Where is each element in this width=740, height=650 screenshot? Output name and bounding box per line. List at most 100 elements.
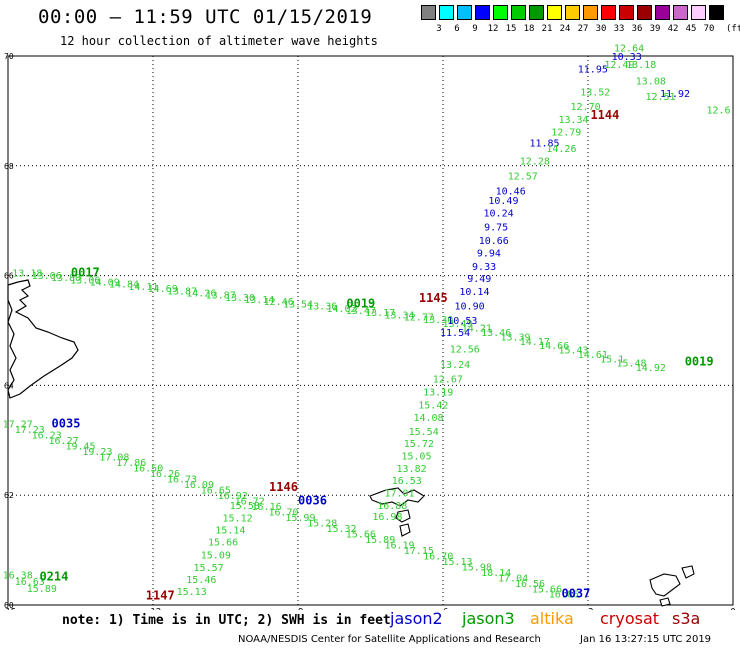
wave-height-value: 13.30 xyxy=(225,293,255,304)
axis-ticks: -15 -12 -9 -6 -3 0 60 62 64 66 68 70 xyxy=(0,52,736,610)
wave-height-value: 17.01 xyxy=(384,488,414,499)
legend-swatch xyxy=(673,5,688,20)
satellite-name: jason3 xyxy=(462,609,515,628)
footer-credit: NOAA/NESDIS Center for Satellite Applica… xyxy=(238,634,541,645)
wave-height-value: 15.05 xyxy=(401,452,431,463)
wave-height-value: 16.38 xyxy=(3,571,33,582)
wave-height-value: 15.32 xyxy=(326,524,356,535)
wave-height-value: 16.63 xyxy=(15,577,45,588)
coastlines xyxy=(7,279,695,607)
legend-swatch xyxy=(583,5,598,20)
wave-height-value: 13.87 xyxy=(167,286,197,297)
y-tick-label: 68 xyxy=(4,162,14,171)
wave-height-value: 10.33 xyxy=(612,52,642,63)
wave-height-value: 16.56 xyxy=(515,579,545,590)
wave-height-value: 14.26 xyxy=(546,144,576,155)
wave-height-value: 15.42 xyxy=(418,400,448,411)
legend-label: 70 xyxy=(703,24,715,34)
wave-height-value: 13.36 xyxy=(307,302,337,313)
wave-height-value: 15.13 xyxy=(442,557,472,568)
wave-height-value: 17.86 xyxy=(116,458,146,469)
pass-time-label: 1147 xyxy=(146,589,175,603)
wave-height-value: 14.92 xyxy=(636,363,666,374)
wave-height-value: 10.53 xyxy=(447,316,477,327)
wave-height-value: 15.14 xyxy=(215,526,245,537)
wave-height-value: 14.17 xyxy=(520,337,550,348)
wave-height-value: 16.65 xyxy=(201,486,231,497)
pass-time-label: 0017 xyxy=(71,266,100,280)
legend-swatch xyxy=(529,5,544,20)
wave-height-value: 14.02 xyxy=(326,304,356,315)
wave-height-value: 16.70 xyxy=(423,551,453,562)
y-tick-label: 60 xyxy=(4,601,14,610)
wave-height-value: 13.82 xyxy=(397,464,427,475)
wave-height-value: 13.14 xyxy=(244,295,274,306)
satellite-name: s3a xyxy=(672,609,701,628)
wave-height-value: 14.09 xyxy=(90,277,120,288)
wave-height-value: 16.19 xyxy=(384,540,414,551)
legend-label: 9 xyxy=(472,24,478,34)
wave-height-value: 15.54 xyxy=(409,427,439,438)
wave-height-value: 9.49 xyxy=(467,274,491,285)
wave-height-value: 12.77 xyxy=(404,313,434,324)
wave-height-value: 16.88 xyxy=(377,501,407,512)
wave-height-value: 12.49 xyxy=(604,60,634,71)
wave-height-value: 13.06 xyxy=(70,275,100,286)
wave-height-value: 13.18 xyxy=(12,269,42,280)
wave-height-value: 15.99 xyxy=(285,513,315,524)
wave-height-value: 13.06 xyxy=(32,271,62,282)
faroe-islands xyxy=(369,487,425,537)
wave-height-value: 19.23 xyxy=(82,447,112,458)
wave-height-value: 12.57 xyxy=(508,172,538,183)
shetland-islands xyxy=(649,565,695,607)
legend-swatch xyxy=(439,5,454,20)
legend-label: 36 xyxy=(631,24,643,34)
wave-height-value: 17.15 xyxy=(404,546,434,557)
wave-height-value: 13.34 xyxy=(384,310,414,321)
wave-height-value: 13.17 xyxy=(365,308,395,319)
wave-height-value: 9.75 xyxy=(484,223,508,234)
legend-swatch xyxy=(547,5,562,20)
wave-height-value: 12.56 xyxy=(450,344,480,355)
wave-height-value: 15.66 xyxy=(346,529,376,540)
wave-height-value: 10.14 xyxy=(459,287,489,298)
wave-height-value: 15.1 xyxy=(600,354,624,365)
legend-label: 12 xyxy=(487,24,499,34)
legend-label: 30 xyxy=(595,24,607,34)
legend-swatch xyxy=(637,5,652,20)
y-tick-label: 62 xyxy=(4,491,14,500)
time-labels: 0017 0019 0019 0035 0036 0037 0214 1144 1145 1146… xyxy=(39,108,713,602)
wave-height-value: 9.33 xyxy=(472,262,496,273)
wave-height-value: 17.08 xyxy=(99,453,129,464)
wave-height-value: 15.58 xyxy=(230,501,260,512)
legend-label: 45 xyxy=(685,24,697,34)
wave-height-value: 16.98 xyxy=(372,512,402,523)
wave-height-value: 13.54 xyxy=(283,299,313,310)
wave-height-value: 13.18 xyxy=(626,60,656,71)
legend-swatch xyxy=(709,5,724,20)
x-tick-label: -9 xyxy=(293,608,304,610)
wave-height-value: 14.84 xyxy=(109,280,139,291)
wave-height-value: 11.54 xyxy=(440,328,470,339)
legend-swatch xyxy=(565,5,580,20)
wave-height-value: 15.57 xyxy=(194,563,224,574)
wave-height-value: 16.70 xyxy=(268,508,298,519)
chart-subtitle: 12 hour collection of altimeter wave hei… xyxy=(60,34,378,48)
wave-height-value: 9.94 xyxy=(477,248,501,259)
footer-note: note: 1) Time is in UTC; 2) SWH is in fe… xyxy=(62,613,391,628)
wave-height-value: 13.80 xyxy=(51,273,81,284)
x-tick-label: -12 xyxy=(145,608,161,610)
wave-height-value: 16.72 xyxy=(235,497,265,508)
wave-height-map: -15-12-9-6-30606264666870 17.2717.2316.2… xyxy=(0,44,736,610)
wave-height-value: 15.46 xyxy=(186,575,216,586)
legend-label: 15 xyxy=(505,24,517,34)
wave-height-value: 15.43 xyxy=(558,346,588,357)
legend-swatch xyxy=(655,5,670,20)
wave-height-value: 10.46 xyxy=(496,186,526,197)
legend-label: 42 xyxy=(667,24,679,34)
wave-height-value: 18.14 xyxy=(481,568,511,579)
wave-height-value: 14.11 xyxy=(128,282,158,293)
legend-swatch xyxy=(619,5,634,20)
wave-height-value: 13.52 xyxy=(580,88,610,99)
plot-frame xyxy=(7,55,734,606)
